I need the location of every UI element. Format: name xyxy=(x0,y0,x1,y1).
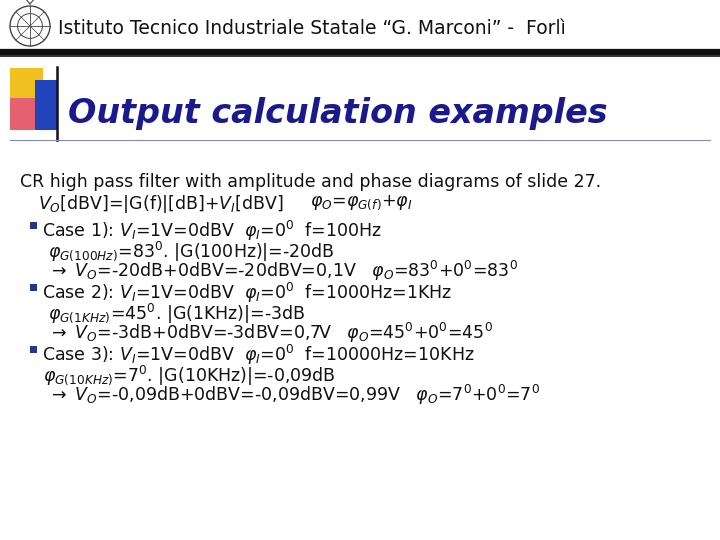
Text: Case 2): $V_I$=1V=0dBV  $\varphi_I$=0$^0$  f=1000Hz=1KHz: Case 2): $V_I$=1V=0dBV $\varphi_I$=0$^0$… xyxy=(42,281,452,305)
Text: Case 1): $V_I$=1V=0dBV  $\varphi_I$=0$^0$  f=100Hz: Case 1): $V_I$=1V=0dBV $\varphi_I$=0$^0$… xyxy=(42,219,382,243)
Text: $V_O$[dBV]=|G(f)|[dB]+$V_I$[dBV]: $V_O$[dBV]=|G(f)|[dB]+$V_I$[dBV] xyxy=(38,193,284,215)
Bar xyxy=(35,80,57,130)
Text: $\rightarrow$ $V_O$=-0,09dB+0dBV=-0,09dBV=0,99V   $\varphi_O$=7$^0$+0$^0$=7$^0$: $\rightarrow$ $V_O$=-0,09dB+0dBV=-0,09dB… xyxy=(48,383,540,407)
Bar xyxy=(30,284,37,291)
Bar xyxy=(10,68,43,98)
Text: $\rightarrow$ $V_O$=-3dB+0dBV=-3dBV=0,7V   $\varphi_O$=45$^0$+0$^0$=45$^0$: $\rightarrow$ $V_O$=-3dB+0dBV=-3dBV=0,7V… xyxy=(48,321,493,345)
Text: $\rightarrow$ $V_O$=-20dB+0dBV=-20dBV=0,1V   $\varphi_O$=83$^0$+0$^0$=83$^0$: $\rightarrow$ $V_O$=-20dB+0dBV=-20dBV=0,… xyxy=(48,259,518,283)
Text: $\varphi_{G(1KHz)}$=45$^0$. |G(1KHz)|=-3dB: $\varphi_{G(1KHz)}$=45$^0$. |G(1KHz)|=-3… xyxy=(48,301,305,325)
Text: Case 3): $V_I$=1V=0dBV  $\varphi_I$=0$^0$  f=10000Hz=10KHz: Case 3): $V_I$=1V=0dBV $\varphi_I$=0$^0$… xyxy=(42,343,474,367)
Bar xyxy=(10,98,35,130)
Bar xyxy=(30,222,37,229)
Text: Output calculation examples: Output calculation examples xyxy=(68,97,608,130)
Text: Istituto Tecnico Industriale Statale “G. Marconi” -  Forlì: Istituto Tecnico Industriale Statale “G.… xyxy=(58,18,566,37)
Text: $\varphi_{G(100Hz)}$=83$^0$. |G(100Hz)|=-20dB: $\varphi_{G(100Hz)}$=83$^0$. |G(100Hz)|=… xyxy=(48,239,335,262)
Text: $\varphi_O$=$\varphi_{G(f)}$+$\varphi_I$: $\varphi_O$=$\varphi_{G(f)}$+$\varphi_I$ xyxy=(310,193,413,212)
Bar xyxy=(30,346,37,353)
Text: $\varphi_{G(10KHz)}$=7$^0$. |G(10KHz)|=-0,09dB: $\varphi_{G(10KHz)}$=7$^0$. |G(10KHz)|=-… xyxy=(43,363,336,387)
Text: CR high pass filter with amplitude and phase diagrams of slide 27.: CR high pass filter with amplitude and p… xyxy=(20,173,601,191)
